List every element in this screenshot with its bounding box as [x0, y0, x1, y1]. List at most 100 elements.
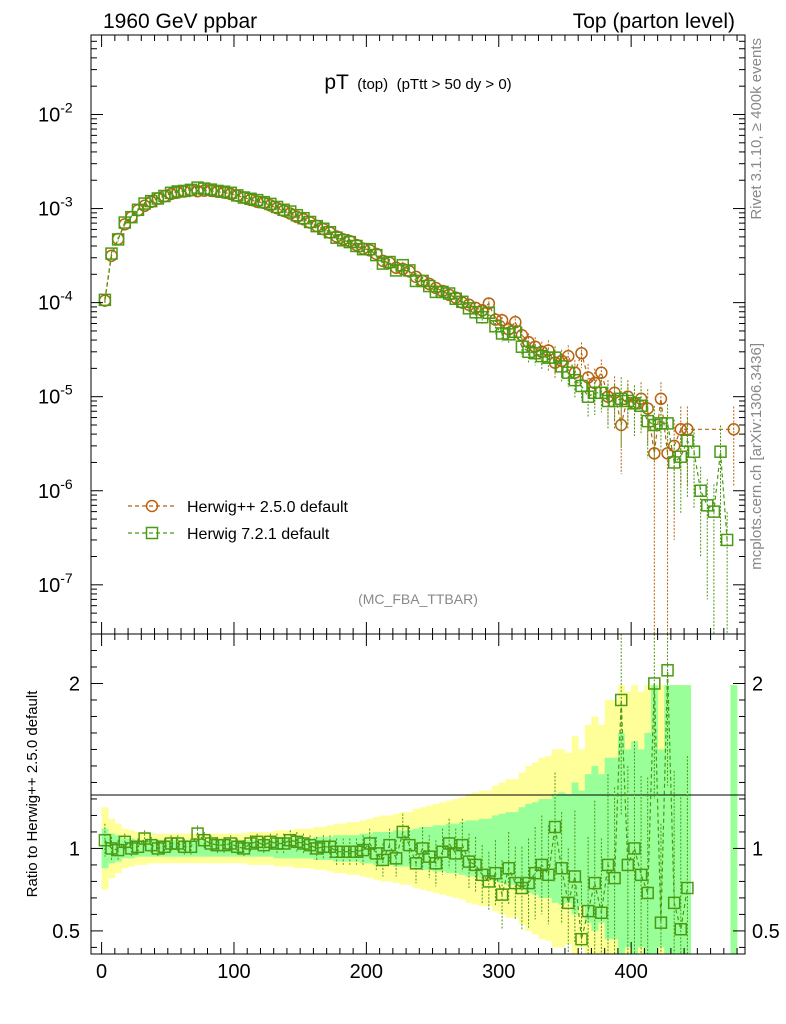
herwig72-point: [330, 231, 343, 244]
ratio-point: [535, 858, 549, 872]
herwig72-point: [495, 327, 509, 340]
ratio-point: [158, 840, 171, 854]
ratio-point: [370, 847, 383, 860]
herwig72-point: [548, 351, 562, 364]
herwig72-point: [350, 239, 363, 253]
y-tick-base: 10: [38, 293, 60, 315]
legend: Herwig++ 2.5.0 default Herwig 7.2.1 defa…: [128, 499, 349, 543]
ratio-point: [264, 835, 277, 849]
ratio-point: [125, 842, 138, 855]
herwig25-point: [654, 392, 668, 406]
ratio-point: [489, 866, 502, 880]
ratio-band-inner: [339, 835, 347, 862]
ratio-curves: [98, 634, 694, 954]
ratio-point: [581, 904, 595, 918]
ratio-band-inner: [161, 840, 169, 857]
herwig72-point: [138, 197, 151, 210]
y-tick-label: 10-5: [38, 382, 73, 409]
herwig72-point: [687, 445, 701, 458]
herwig72-point: [290, 208, 304, 222]
ratio-point: [98, 833, 112, 847]
y-tick-exponent: -7: [60, 570, 73, 586]
ratio-y-tick-label: 2: [69, 673, 80, 695]
ratio-point: [350, 845, 363, 858]
herwig72-point: [370, 248, 383, 262]
ratio-band-inner: [233, 840, 241, 857]
herwig72-point: [575, 379, 588, 393]
herwig25-point: [634, 392, 648, 406]
main-curves: [98, 181, 740, 634]
analysis-watermark: (MC_FBA_TTBAR): [358, 591, 478, 607]
herwig72-point: [701, 499, 714, 512]
ratio-point: [568, 870, 582, 883]
herwig72-point: [224, 186, 237, 200]
herwig72-point: [343, 235, 357, 249]
herwig72-point: [509, 325, 522, 339]
x-tick-label: 300: [482, 961, 515, 983]
rivet-label: Rivet 3.1.10, ≥ 400k events: [748, 38, 765, 220]
herwig72-point: [614, 392, 628, 406]
herwig72-point: [283, 205, 297, 218]
ratio-point: [403, 838, 416, 852]
y-tick-base: 10: [38, 387, 60, 409]
ratio-band-inner: [617, 732, 625, 954]
ratio-point: [191, 827, 204, 840]
ratio-y-tick-label-right: 0.5: [752, 921, 780, 943]
herwig72-point: [595, 386, 608, 400]
ratio-band-inner: [200, 840, 208, 857]
ratio-band-inner: [545, 798, 553, 898]
herwig72-point: [436, 285, 449, 299]
ratio-point: [528, 866, 542, 880]
ratio-point: [244, 837, 257, 850]
herwig72-point: [608, 394, 621, 408]
ratio-band-inner: [194, 840, 202, 857]
ratio-band-inner: [651, 685, 658, 954]
herwig72-point: [144, 194, 158, 208]
ratio-band-inner: [670, 685, 678, 954]
ratio-point: [482, 875, 496, 888]
herwig72-point: [277, 203, 290, 217]
herwig25-point: [509, 315, 522, 329]
main-frame: [90, 34, 746, 635]
main-axis-ticks: [91, 34, 745, 635]
ratio-point: [270, 837, 284, 850]
herwig72-point: [634, 399, 648, 413]
ratio-panel: 0.5 0.5 1 1 2 2 0 100 200 300 400 Ratio to Herwig…: [24, 633, 780, 983]
herwig72-point: [429, 285, 443, 299]
ratio-point: [144, 838, 158, 852]
herwig72-point: [522, 345, 535, 359]
ratio-point: [118, 835, 132, 849]
ratio-point: [310, 842, 323, 855]
ratio-point: [376, 853, 390, 867]
herwig72-point: [171, 185, 184, 198]
ratio-band-inner: [293, 838, 301, 859]
ratio-point: [336, 845, 350, 858]
ratio-point: [423, 850, 436, 863]
herwig72-point: [641, 414, 654, 428]
legend-marker-herwig72: [145, 526, 159, 540]
ratio-point: [555, 861, 568, 875]
herwig72-point: [257, 195, 271, 209]
herwig72-point: [336, 234, 350, 247]
ratio-band-inner: [730, 685, 738, 954]
herwig72-point: [654, 417, 668, 430]
ratio-point: [674, 923, 688, 936]
herwig25-point: [614, 418, 628, 432]
herwig72-point: [449, 292, 462, 305]
herwig72-point: [264, 197, 277, 211]
y-tick-base: 10: [38, 575, 60, 597]
herwig72-point: [409, 274, 423, 288]
ratio-band-inner: [353, 835, 361, 862]
ratio-point: [297, 837, 310, 850]
herwig72-point: [535, 349, 549, 363]
y-tick-exponent: -3: [60, 194, 73, 210]
ratio-band-inner: [571, 782, 579, 915]
ratio-point: [171, 837, 184, 850]
header-left: 1960 GeV ppbar: [103, 10, 257, 33]
herwig72-point: [317, 222, 330, 236]
herwig72-point: [462, 302, 476, 315]
ratio-band-inner: [306, 838, 314, 859]
herwig72-point: [158, 189, 171, 203]
y-tick-exponent: -5: [60, 382, 73, 398]
herwig72-point: [707, 505, 721, 518]
